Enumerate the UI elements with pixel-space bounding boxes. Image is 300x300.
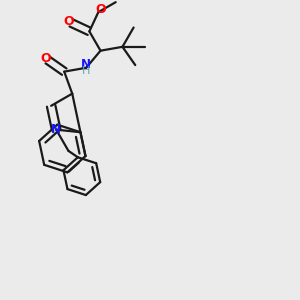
Text: H: H [82,66,90,76]
Text: O: O [40,52,51,65]
Text: N: N [51,123,61,136]
Text: O: O [95,3,106,16]
Text: N: N [81,58,91,71]
Text: O: O [63,15,74,28]
